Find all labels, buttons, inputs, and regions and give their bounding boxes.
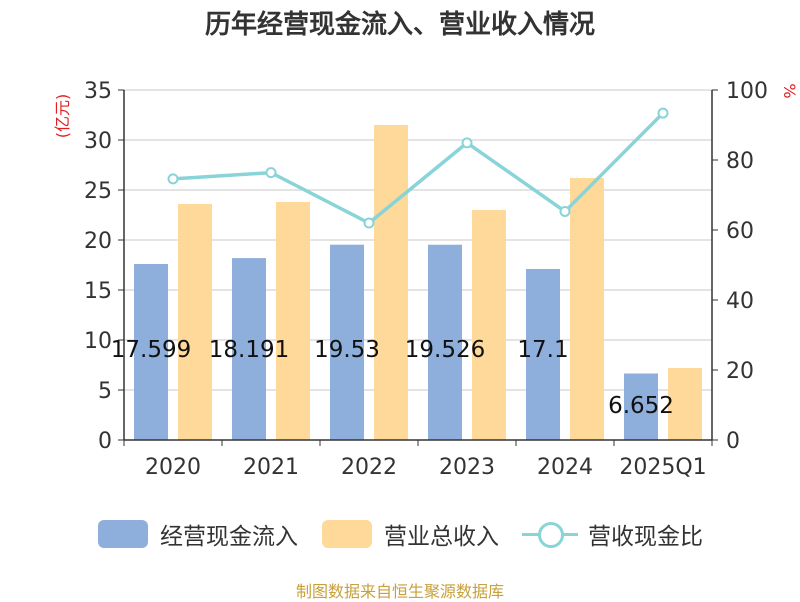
bar-revenue <box>668 368 702 440</box>
right-tick-label: 60 <box>726 219 754 244</box>
bar-cash-inflow <box>526 269 560 440</box>
bar-cash-inflow <box>428 244 462 440</box>
bar-cash-inflow <box>624 373 658 440</box>
legend-item-ratio[interactable]: 营收现金比 <box>522 514 703 554</box>
bar-data-label: 17.599 <box>111 337 191 363</box>
left-axis-unit: (亿元) <box>53 94 72 139</box>
bar-cash-inflow <box>232 258 266 440</box>
ratio-point <box>167 173 179 185</box>
legend-swatch-revenue <box>322 520 372 548</box>
x-tick-label: 2021 <box>243 455 299 480</box>
chart-title: 历年经营现金流入、营业收入情况 <box>204 10 595 40</box>
left-tick-label: 0 <box>98 429 112 454</box>
bars <box>134 125 702 440</box>
bar-cash-inflow <box>134 264 168 440</box>
ratio-point <box>657 107 669 119</box>
ratio-point <box>461 137 473 149</box>
right-tick-label: 100 <box>726 79 768 104</box>
left-tick-label: 15 <box>84 279 112 304</box>
ratio-point <box>363 217 375 229</box>
ratio-point <box>559 205 571 217</box>
bar-revenue <box>178 204 212 440</box>
left-tick-label: 35 <box>84 79 112 104</box>
legend-swatch-cash-inflow <box>98 520 148 548</box>
legend-line-marker <box>522 520 578 548</box>
left-tick-label: 25 <box>84 179 112 204</box>
bar-revenue <box>570 178 604 440</box>
data-source-note: 制图数据来自恒生聚源数据库 <box>295 582 504 601</box>
ratio-line <box>167 107 669 229</box>
legend: 经营现金流入 营业总收入 营收现金比 <box>0 514 800 554</box>
bar-revenue <box>472 210 506 440</box>
gridlines <box>124 89 712 391</box>
left-tick-label: 5 <box>98 379 112 404</box>
x-tick-label: 2024 <box>537 455 593 480</box>
right-tick-label: 20 <box>726 359 754 384</box>
axes: 0 5 10 15 20 25 30 35 0 20 40 60 80 100 (亿元)% 2020 2021 2… <box>53 79 799 480</box>
bar-revenue <box>276 202 310 440</box>
right-tick-label: 40 <box>726 289 754 314</box>
bar-data-label: 6.652 <box>608 393 674 419</box>
right-tick-label: 80 <box>726 149 754 174</box>
ratio-point <box>265 167 277 179</box>
legend-label-revenue: 营业总收入 <box>384 524 499 550</box>
bar-data-label: 18.191 <box>209 337 289 363</box>
bar-data-label: 19.526 <box>405 337 485 363</box>
x-tick-label: 2020 <box>145 455 201 480</box>
left-tick-label: 30 <box>84 129 112 154</box>
legend-label-cash-inflow: 经营现金流入 <box>160 524 298 550</box>
legend-item-cash-inflow[interactable]: 经营现金流入 <box>98 514 298 554</box>
ratio-line-path <box>172 111 665 226</box>
bar-cash-inflow <box>330 244 364 440</box>
right-axis-unit: % <box>780 83 799 98</box>
right-tick-label: 0 <box>726 429 740 454</box>
x-tick-label: 2022 <box>341 455 397 480</box>
x-tick-label: 2023 <box>439 455 495 480</box>
bar-revenue <box>374 125 408 440</box>
legend-label-ratio: 营收现金比 <box>588 524 703 550</box>
left-tick-label: 10 <box>84 329 112 354</box>
x-tick-label: 2025Q1 <box>619 455 706 480</box>
left-tick-label: 20 <box>84 229 112 254</box>
bar-data-label: 19.53 <box>314 337 380 363</box>
legend-item-revenue[interactable]: 营业总收入 <box>322 514 499 554</box>
bar-data-label: 17.1 <box>517 337 568 363</box>
